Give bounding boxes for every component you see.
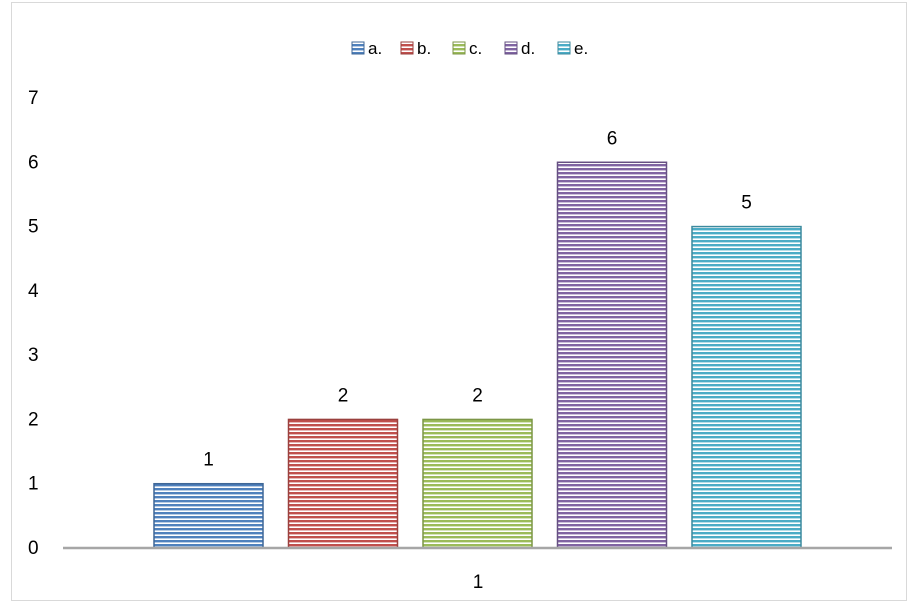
bar-d (556, 161, 668, 549)
y-tick-label: 0 (28, 538, 39, 559)
legend-swatch (504, 41, 518, 55)
chart-legend: a. b. c. d. e. (351, 39, 588, 58)
legend-item-a: a. (351, 39, 382, 58)
y-tick-label: 1 (28, 474, 39, 495)
data-labels: 1 2 2 6 5 (203, 128, 752, 470)
y-axis: 0 1 2 3 4 5 6 7 (28, 88, 39, 559)
y-tick-label: 3 (28, 345, 39, 366)
legend-label: c. (469, 39, 482, 58)
data-label: 1 (203, 450, 214, 471)
legend-item-c: c. (452, 39, 482, 58)
legend-label: e. (574, 39, 588, 58)
y-tick-label: 5 (28, 217, 39, 238)
legend-swatch (351, 41, 365, 55)
x-tick-label: 1 (473, 572, 484, 593)
bars (153, 161, 802, 549)
data-label: 2 (338, 385, 349, 406)
y-tick-label: 4 (28, 281, 39, 302)
legend-item-b: b. (400, 39, 431, 58)
bar-b (287, 418, 399, 549)
legend-swatch (557, 41, 571, 55)
y-tick-label: 2 (28, 409, 39, 430)
legend-label: d. (521, 39, 535, 58)
bar-a (153, 482, 264, 549)
legend-item-e: e. (557, 39, 588, 58)
legend-swatch (452, 41, 466, 55)
x-axis: 1 (473, 572, 484, 593)
legend-label: b. (417, 39, 431, 58)
legend-swatch (400, 41, 414, 55)
data-label: 6 (607, 128, 618, 149)
data-label: 2 (472, 385, 483, 406)
legend-label: a. (368, 39, 382, 58)
y-tick-label: 6 (28, 152, 39, 173)
bar-e (691, 225, 802, 549)
bar-c (422, 418, 533, 549)
data-label: 5 (741, 193, 752, 214)
y-tick-label: 7 (28, 88, 39, 109)
legend-item-d: d. (504, 39, 535, 58)
